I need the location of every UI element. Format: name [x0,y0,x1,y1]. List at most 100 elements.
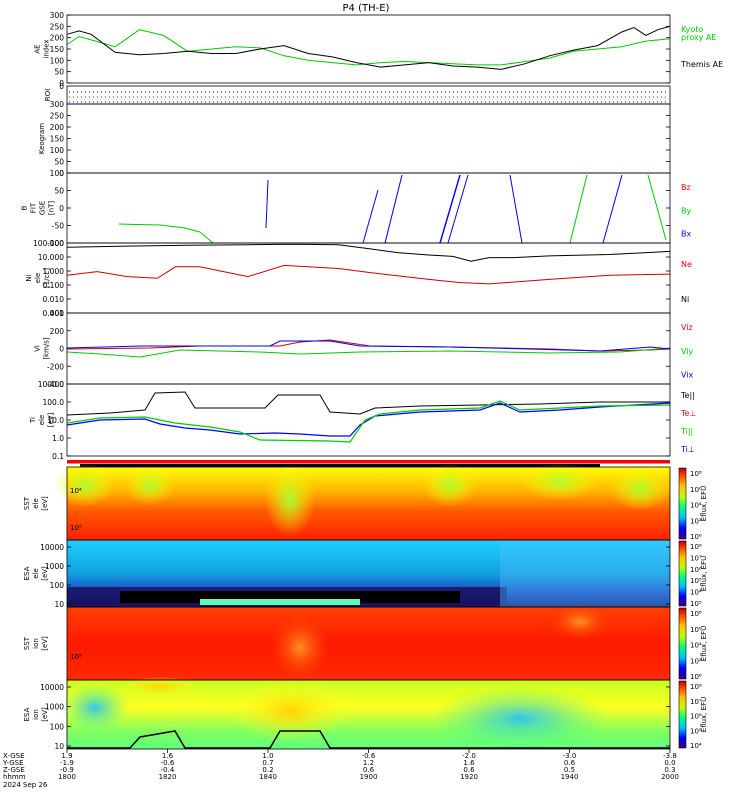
bfit-by-2 [569,174,588,244]
esa_ion-cbar-tick-1: 10⁷ [690,698,702,706]
esa_ele-ylabel-0: ESA [23,566,31,580]
vi-ylabel-0: Vi [34,345,42,352]
sst_ion-feature-0 [270,614,330,681]
ae-legend-0b: proxy AE [681,33,716,42]
ae-ylabel-0: AE [34,44,42,53]
vi-legend-2: Vix [681,371,694,380]
vi-viy [66,347,671,358]
bfit-bx-2 [362,189,379,244]
ti-ticklabel-3: 1.0 [52,434,64,443]
ni-legend-1: Ni [681,295,689,304]
sst_ele-feature-5 [610,467,670,511]
ti-legend-1: Te⊥ [680,409,696,418]
bfit-bx-3 [384,174,403,244]
esa_ion-ylabel-2: [eV] [41,707,49,722]
sst_ele-feature-1 [125,464,175,506]
bfit-ticklabel-1: 50 [54,187,64,196]
bfit-by-3 [647,174,667,241]
ni-ticklabel-4: 0.010 [43,295,65,304]
vi-ylabel-1: [km/s] [43,337,51,360]
vi-ticklabel-4: -400 [47,380,64,389]
esa_ele-ticklabel-0: 10000 [40,543,64,552]
xaxis-z-3: 0.6 [363,766,375,774]
xaxis-rowlabel-1: Y-GSE [2,759,24,767]
vi-ticklabel-1: 200 [50,327,65,336]
esa_ele-cbar-tick-2: 10⁶ [690,566,702,574]
sst_ele-feature-4 [520,463,600,500]
sst_ion-ylabel-1: ion [32,638,40,649]
esa_ion-ticklabel-2: 100 [50,722,65,731]
esa_ion-ylabel-1: ion [32,709,40,720]
ae-series-0 [66,29,671,66]
xaxis-t-4: 1920 [460,773,478,781]
esa_ion-cbar-tick-3: 10⁵ [690,727,702,735]
esa_ele-ticklabel-3: 10 [54,600,64,609]
sst_ele-feature-2 [265,463,315,537]
ni-ticklabel-3: 0.100 [43,281,65,290]
ti-ti-perp [66,402,671,437]
bfit-bx-6 [509,174,523,244]
bfit-legend-1: By [681,206,691,215]
sst_ion-feature-1 [550,603,610,640]
bfit-ylabel-0: B [21,205,29,210]
esa_ele-cbar-tick-1: 10⁷ [690,554,702,562]
bfit-ylabel-2: GSE [39,201,47,215]
xaxis-z-6: 0.3 [664,766,675,774]
roi-frame [66,85,671,105]
ae-series-1 [66,25,671,70]
bfit-frame [66,172,671,244]
ti-ticklabel-1: 100.0 [43,398,65,407]
bfit-ticklabel-2: 0 [59,204,64,213]
bfit-ylabel-1: FIT [30,202,38,213]
bfit-ticklabel-0: 100 [50,169,65,178]
esa_ele-light-region [500,540,670,607]
ni-ticklabel-0: 100.000 [33,239,64,248]
esa_ele-cbar-tick-5: 10⁵ [690,600,702,608]
vi-legend-0: Viz [681,323,693,332]
sst_ele-feature-0 [55,463,115,508]
sst_ele-tick-b: 10⁵ [70,524,82,532]
ni-ylabel-2: [1/cc] [43,268,51,288]
xaxis-rowlabel-0: X-GSE [3,752,25,760]
xaxis-z-2: 0.2 [262,766,273,774]
xaxis-z-5: 0.5 [564,766,575,774]
xaxis-y-3: 1.2 [363,759,374,767]
ti-ticklabel-0: 1000.0 [38,380,64,389]
esa_ele-ylabel-2: [eV] [41,566,49,581]
vi-ticklabel-3: -200 [47,362,64,371]
ti-frame [66,383,671,457]
sst_ion-ylabel-2: [eV] [41,636,49,651]
sst_ele-colorbar [678,467,687,540]
ae-ticklabel-3: 150 [50,45,65,54]
xaxis-x-3: -0.6 [362,752,376,760]
ae-ticklabel-5: 50 [54,68,64,77]
sst_ele-ylabel-2: [eV] [41,496,49,511]
ae-ticklabel-0: 300 [50,11,65,20]
xaxis-rowlabel-3: hhmm [3,773,26,781]
sst_ele-cbar-tick-3: 10² [690,517,702,525]
xaxis-y-4: 1.6 [463,759,475,767]
xaxis-t-2: 1840 [259,773,277,781]
sst_ion-colorbar [678,607,687,680]
bfit-legend-0: Bz [681,183,691,192]
sst_ele-tick-a: 10⁴ [70,487,82,495]
keogram-ticklabel-3: 150 [50,135,65,144]
xaxis-x-5: -3.0 [563,752,577,760]
esa_ion-cbar-tick-4: 10⁴ [690,742,702,750]
xaxis-x-1: 1.6 [162,752,174,760]
keogram-frame [66,103,671,174]
vi-ticklabel-2: 0 [59,345,64,354]
xaxis-t-5: 1940 [561,773,579,781]
sst_ele-ylabel-1: ele [32,498,40,509]
esa_ele-colorbar [678,540,687,607]
sst_ion-tick-a: 10⁵ [70,653,82,661]
esa_ion-feature-3 [120,676,200,698]
vi-legend-1: Viy [681,347,694,356]
esa_ion-boundary-line [67,730,670,749]
esa_ion-cbar-tick-0: 10⁸ [690,683,702,691]
ti-ylabel-2: [eV] [47,412,55,427]
ni-ticklabel-1: 10.000 [38,253,64,262]
vi-ticklabel-0: 400 [50,309,65,318]
xaxis-x-2: 1.0 [262,752,273,760]
